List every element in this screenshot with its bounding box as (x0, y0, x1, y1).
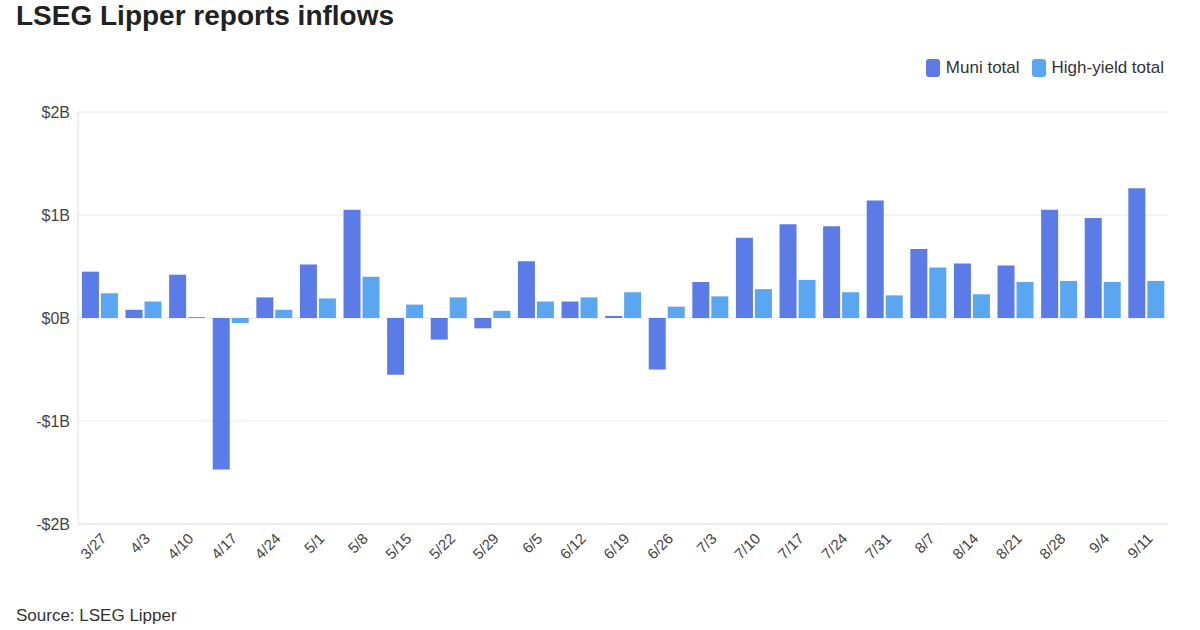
svg-text:6/5: 6/5 (519, 530, 546, 557)
html-text:LSEG Lipper reports inflows: LSEG Lipper reports inflows (16, 0, 394, 31)
svg-text:9/4: 9/4 (1085, 530, 1112, 557)
svg-text:5/1: 5/1 (301, 530, 328, 557)
svg-text:$1B: $1B (42, 207, 70, 224)
svg-text:8/28: 8/28 (1036, 530, 1069, 563)
svg-text:5/8: 5/8 (344, 530, 371, 557)
svg-text:4/3: 4/3 (126, 530, 153, 557)
svg-text:6/26: 6/26 (644, 530, 677, 563)
html-text:Muni total: Muni total (945, 58, 1020, 77)
svg-text:7/17: 7/17 (774, 530, 807, 563)
svg-text:4/17: 4/17 (208, 530, 241, 563)
svg-text:-$2B: -$2B (36, 516, 70, 533)
svg-text:5/29: 5/29 (469, 530, 502, 563)
svg-text:8/21: 8/21 (992, 530, 1025, 563)
svg-text:7/31: 7/31 (862, 530, 895, 563)
svg-text:3/27: 3/27 (77, 530, 110, 563)
svg-text:8/7: 8/7 (911, 530, 938, 557)
svg-text:$0B: $0B (42, 310, 70, 327)
svg-text:4/24: 4/24 (251, 530, 284, 563)
svg-text:6/19: 6/19 (600, 530, 633, 563)
html-text:High-yield total: High-yield total (1051, 58, 1164, 77)
svg-text:-$1B: -$1B (36, 413, 70, 430)
svg-text:4/10: 4/10 (164, 530, 197, 563)
html-text:Source: LSEG Lipper: Source: LSEG Lipper (16, 606, 177, 625)
svg-text:6/12: 6/12 (556, 530, 589, 563)
svg-text:5/15: 5/15 (382, 530, 415, 563)
svg-text:9/11: 9/11 (1124, 530, 1156, 562)
svg-text:7/24: 7/24 (818, 530, 851, 563)
svg-text:8/14: 8/14 (949, 530, 982, 563)
svg-text:$2B: $2B (42, 104, 70, 121)
svg-text:5/22: 5/22 (426, 530, 459, 563)
svg-text:7/3: 7/3 (693, 530, 720, 557)
svg-text:7/10: 7/10 (731, 530, 764, 563)
